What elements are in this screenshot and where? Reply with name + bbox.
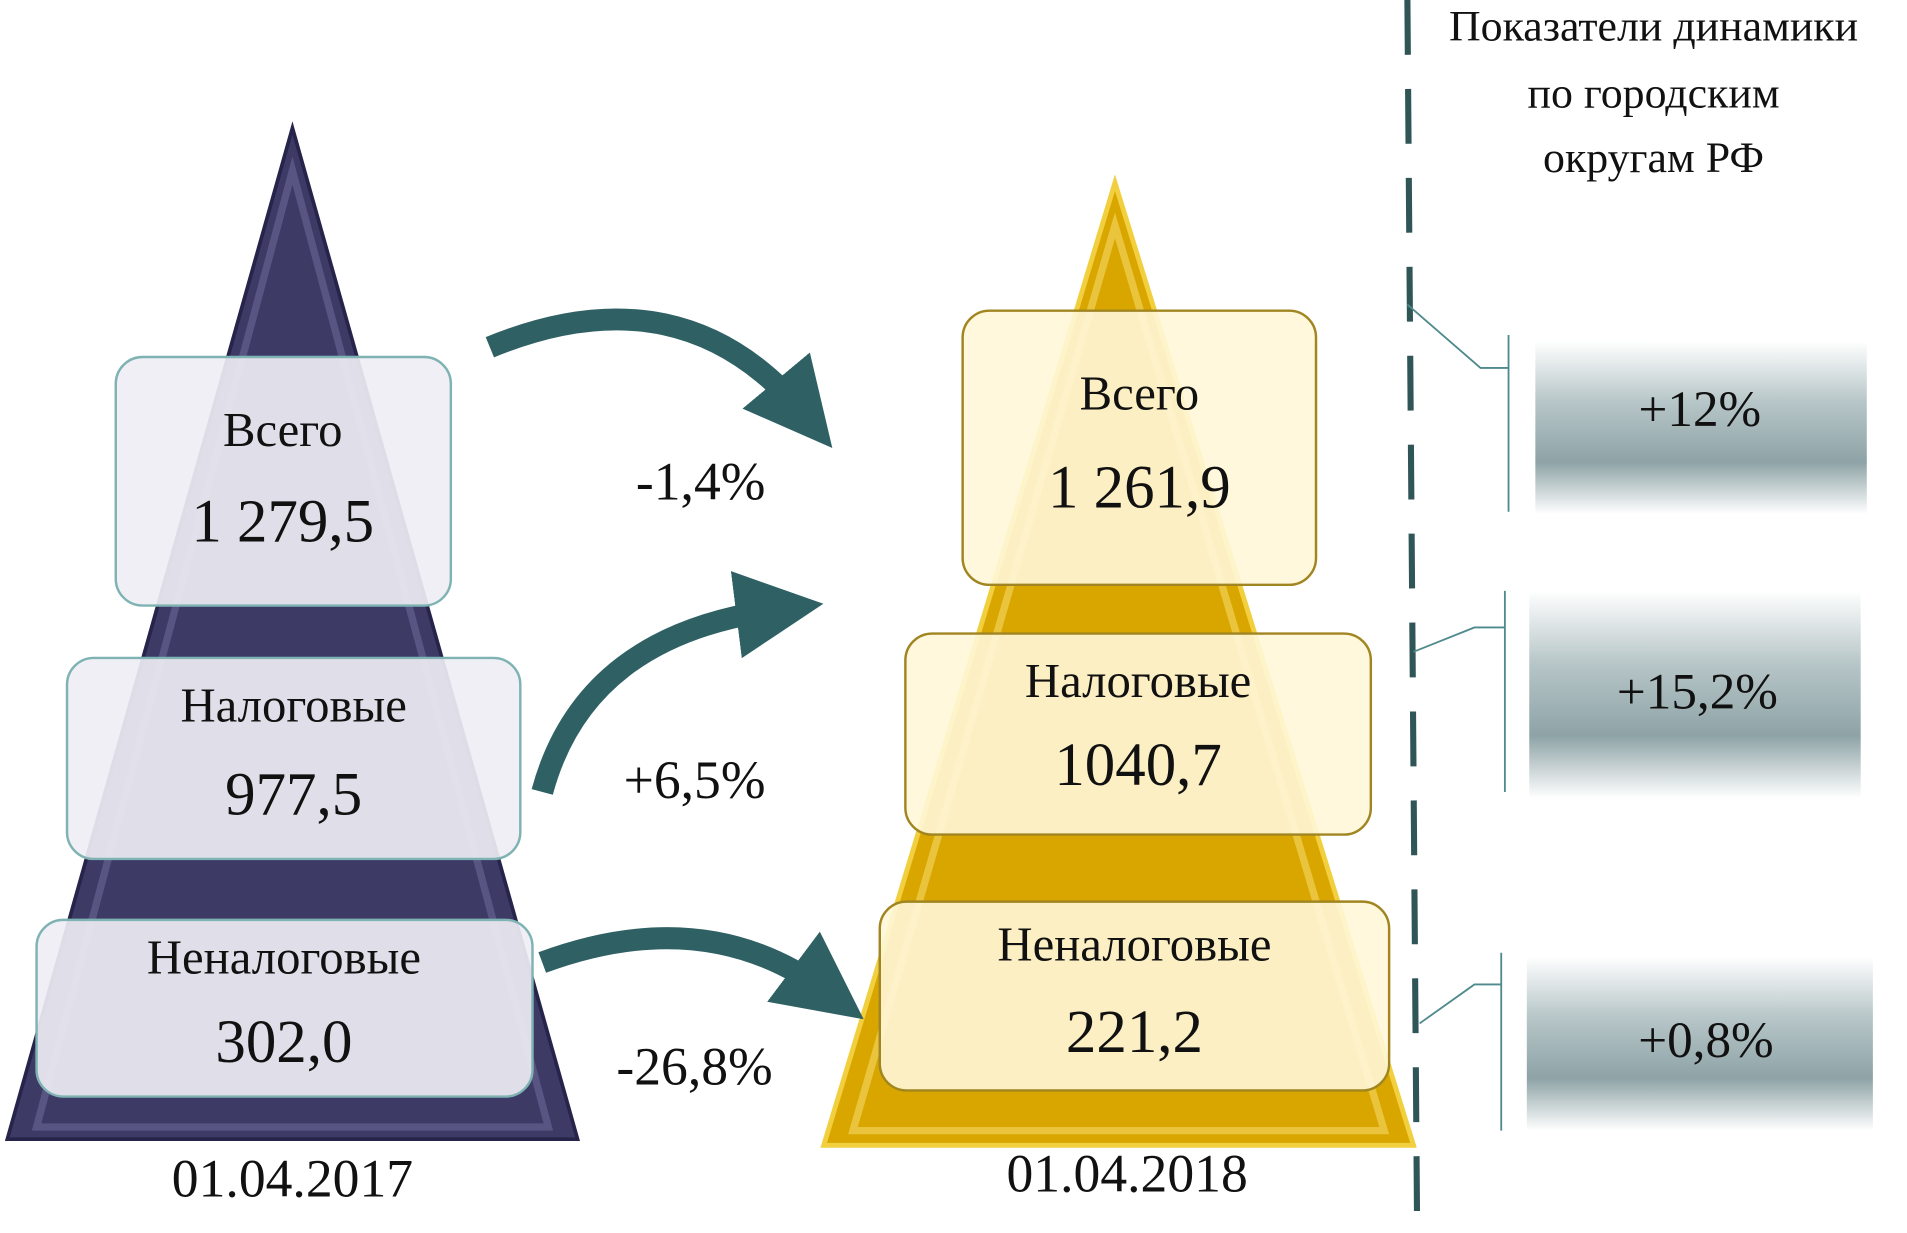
connector xyxy=(1406,303,1510,512)
dynamics-value: +12% xyxy=(1639,381,1762,438)
connector xyxy=(1419,952,1503,1131)
pyramid-2017 xyxy=(4,121,580,1142)
title-line: по городским xyxy=(1527,70,1779,118)
dynamics-box xyxy=(1529,590,1861,799)
change: +6,5% xyxy=(624,750,766,810)
connector xyxy=(1413,590,1506,792)
dynamics-value: +0,8% xyxy=(1638,1012,1773,1069)
value: 221,2 xyxy=(1066,999,1203,1066)
value: 1040,7 xyxy=(1054,732,1222,799)
label: Налоговые xyxy=(180,679,406,733)
label: Неналоговые xyxy=(147,931,421,985)
value: 1 261,9 xyxy=(1048,454,1231,521)
date: 01.04.2018 xyxy=(1007,1144,1248,1204)
label: Всего xyxy=(223,403,342,457)
box xyxy=(878,900,1391,1092)
box xyxy=(961,309,1318,587)
dynamics-box xyxy=(1526,956,1873,1131)
box xyxy=(114,355,453,607)
label: Неналоговые xyxy=(997,917,1271,971)
box xyxy=(65,656,522,861)
value: 977,5 xyxy=(225,761,362,828)
change: -1,4% xyxy=(636,452,766,512)
arrow xyxy=(531,571,824,795)
separator xyxy=(1404,0,1421,1233)
box xyxy=(35,918,534,1098)
label: Налоговые xyxy=(1025,654,1251,708)
title-line: Показатели динамики xyxy=(1449,3,1858,51)
value: 1 279,5 xyxy=(191,489,374,556)
pyramid-highlight xyxy=(31,156,554,1131)
title-line: округам РФ xyxy=(1543,134,1764,182)
date: 01.04.2017 xyxy=(172,1149,413,1209)
value: 302,0 xyxy=(215,1009,352,1076)
arrow xyxy=(485,308,833,448)
box xyxy=(904,632,1373,836)
change: -26,8% xyxy=(616,1036,772,1096)
arrow xyxy=(538,927,864,1020)
dynamics-box xyxy=(1535,341,1867,515)
dynamics-value: +15,2% xyxy=(1617,664,1778,721)
label: Всего xyxy=(1080,367,1199,421)
